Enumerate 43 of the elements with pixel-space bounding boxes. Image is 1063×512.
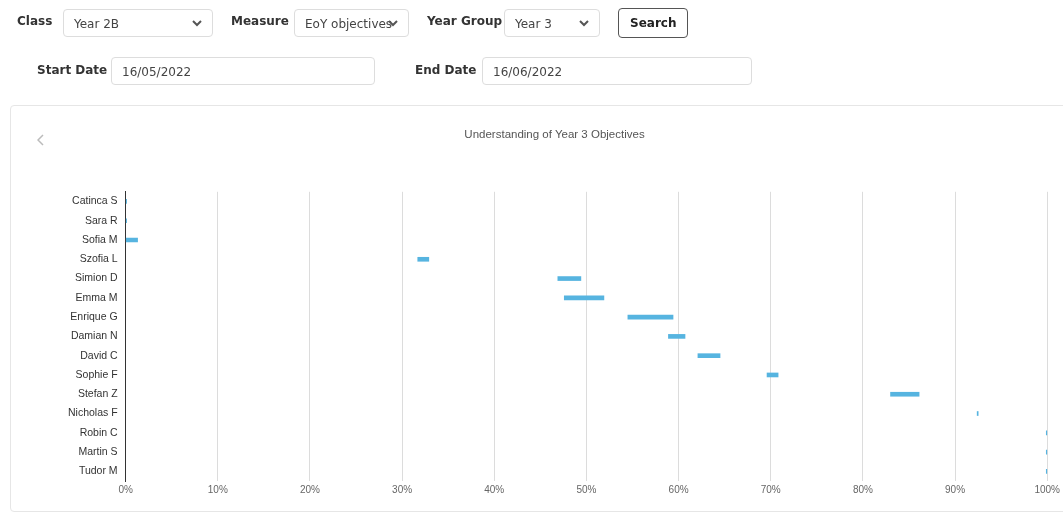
dropdown[interactable]: Year 2B bbox=[63, 9, 213, 37]
x-tick-label: 20% bbox=[299, 483, 321, 495]
y-tick-label: Damian N bbox=[70, 329, 118, 342]
text: Year Group bbox=[427, 14, 503, 28]
dropdown[interactable]: Year 3 bbox=[504, 9, 600, 37]
x-tick-label: 100% bbox=[1034, 483, 1061, 495]
x-tick-label: 50% bbox=[576, 483, 597, 495]
date-field[interactable]: 16/06/2022 bbox=[482, 57, 752, 85]
y-tick-label: Tudor M bbox=[78, 464, 118, 477]
y-tick-label: Martin S bbox=[78, 444, 118, 457]
x-tick-label: 10% bbox=[207, 483, 228, 495]
y-tick-label: Szofia L bbox=[79, 252, 118, 265]
x-tick-label: 90% bbox=[945, 483, 966, 495]
y-tick-label: Sara R bbox=[84, 213, 119, 226]
text: End Date bbox=[415, 63, 477, 77]
text: Class bbox=[17, 14, 53, 28]
date-field[interactable]: 16/05/2022 bbox=[111, 57, 375, 85]
x-tick-label: 40% bbox=[484, 483, 505, 495]
x-tick-label: 80% bbox=[852, 483, 873, 495]
y-tick-label: David C bbox=[80, 348, 118, 361]
x-tick-label: 60% bbox=[668, 483, 689, 495]
bar bbox=[417, 256, 430, 262]
bar bbox=[890, 391, 920, 397]
x-tick-label: 30% bbox=[392, 483, 413, 495]
text: Start Date bbox=[37, 63, 108, 77]
y-tick-label: Emma M bbox=[75, 290, 118, 303]
chart-title: Understanding of Year 3 Objectives bbox=[464, 128, 645, 141]
bar bbox=[668, 334, 686, 339]
bar bbox=[697, 353, 721, 359]
search-button[interactable]: Search bbox=[618, 8, 689, 38]
y-tick-label: Nicholas F bbox=[67, 406, 118, 419]
y-tick-label: Catinca S bbox=[72, 194, 118, 207]
x-tick-label: 0% bbox=[118, 483, 133, 495]
dropdown[interactable]: EoY objectives bbox=[294, 9, 409, 37]
y-tick-label: Stefan Z bbox=[77, 387, 119, 400]
text: Measure bbox=[231, 14, 289, 28]
y-tick-label: Enrique G bbox=[70, 310, 118, 323]
bar bbox=[557, 276, 582, 281]
y-tick-label: Sofia M bbox=[81, 232, 118, 245]
y-tick-label: Simion D bbox=[74, 271, 118, 284]
x-tick-label: 70% bbox=[760, 483, 781, 495]
y-tick-label: Sophie F bbox=[75, 367, 118, 380]
y-tick-label: Robin C bbox=[79, 425, 119, 438]
